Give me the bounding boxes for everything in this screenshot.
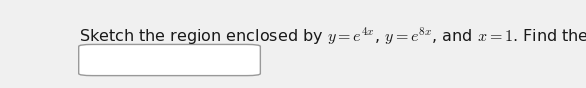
FancyBboxPatch shape xyxy=(79,44,260,76)
Text: Sketch the region enclosed by $\mathit{y} = e^{4\mathit{x}}$, $\mathit{y} = e^{8: Sketch the region enclosed by $\mathit{y… xyxy=(79,25,586,47)
